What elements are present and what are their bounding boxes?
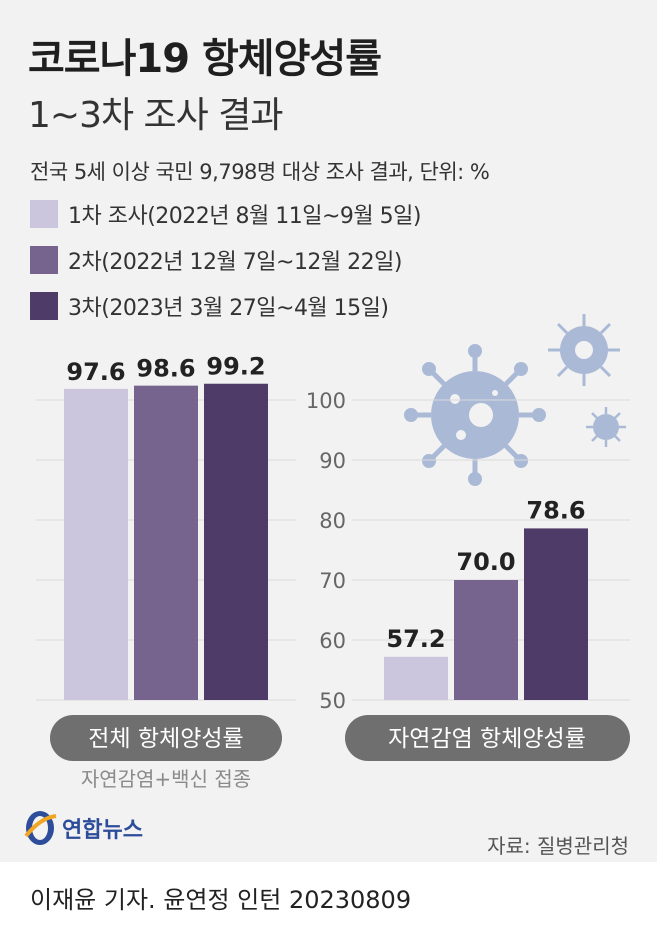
legend-swatch-2 [30, 246, 58, 274]
right-category-pill [345, 715, 630, 761]
right-bar-1 [384, 656, 448, 700]
virus-icon [404, 314, 626, 486]
right-category-label: 자연감염 항체양성률 [388, 726, 586, 752]
y-tick-label: 60 [319, 629, 346, 653]
left-category-note: 자연감염+백신 접종 [81, 767, 251, 791]
legend-label-3: 3차(2023년 3월 27일~4월 15일) [68, 296, 389, 321]
chart-note: 전국 5세 이상 국민 9,798명 대상 조사 결과, 단위: % [30, 160, 490, 184]
source-note: 자료: 질병관리청 [487, 834, 629, 858]
left-bar-2 [134, 385, 198, 700]
right-bar-2 [454, 580, 518, 700]
left-value-label-1: 97.6 [66, 358, 125, 386]
legend-item-2: 2차(2022년 12월 7일~12월 22일) [30, 246, 421, 275]
byline-bar [0, 862, 657, 952]
y-tick-label: 50 [319, 689, 346, 713]
legend-swatch-3 [30, 292, 58, 320]
right-y-axis: 100 90 80 70 60 50 [306, 389, 346, 713]
left-value-label-2: 98.6 [136, 355, 195, 383]
left-category-label: 전체 항체양성률 [88, 726, 243, 752]
chart-subtitle: 1~3차 조사 결과 [28, 95, 283, 136]
right-bar-3 [524, 528, 588, 700]
yonhap-logo-icon [24, 811, 57, 845]
y-tick-label: 90 [319, 449, 346, 473]
byline: 이재윤 기자. 윤연정 인턴 20230809 [30, 886, 412, 914]
right-value-label-2: 70.0 [456, 548, 515, 576]
left-value-label-3: 99.2 [206, 353, 265, 381]
left-bar-1 [64, 388, 128, 700]
right-value-label-1: 57.2 [386, 625, 445, 653]
chart-area: 97.6 98.6 99.2 57.270.078.6 1009080706050 … [36, 314, 630, 791]
y-tick-label: 70 [319, 569, 346, 593]
left-bars: 97.6 98.6 99.2 [64, 353, 268, 700]
left-category-pill [50, 715, 282, 761]
legend-item-3: 3차(2023년 3월 27일~4월 15일) [30, 292, 421, 321]
legend: 1차 조사(2022년 8월 11일~9월 5일) 2차(2022년 12월 7… [30, 200, 421, 338]
y-tick-label: 80 [319, 509, 346, 533]
legend-swatch-1 [30, 200, 58, 228]
y-tick-label: 100 [306, 389, 346, 413]
yonhap-logo-text: 연합뉴스 [62, 818, 143, 843]
right-bars: 57.2 70.0 78.6 [384, 496, 588, 700]
left-bar-3 [204, 383, 268, 700]
yonhap-logo: 연합뉴스 [22, 808, 143, 848]
chart-title: 코로나19 항체양성률 [28, 36, 382, 82]
legend-item-1: 1차 조사(2022년 8월 11일~9월 5일) [30, 200, 421, 229]
right-value-label-3: 78.6 [526, 496, 585, 524]
legend-label-2: 2차(2022년 12월 7일~12월 22일) [68, 250, 402, 275]
legend-label-1: 1차 조사(2022년 8월 11일~9월 5일) [68, 204, 421, 229]
